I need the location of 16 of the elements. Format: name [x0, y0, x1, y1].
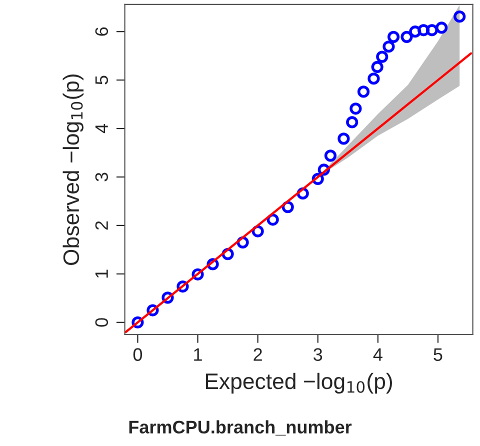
y-tick-label: 0: [95, 318, 108, 327]
x-tick-label: 3: [314, 348, 322, 361]
x-tick-label: 2: [254, 348, 262, 361]
x-tick-label: 4: [373, 348, 382, 361]
y-tick-label: 2: [95, 221, 108, 230]
y-axis-title: Observed −log$_{10}$(p): [62, 74, 84, 265]
x-axis-title: Expected −log$_{10}$(p): [206, 372, 392, 394]
x-tick-label: 0: [133, 348, 142, 361]
text: FarmCPU.branch_number: [129, 420, 352, 436]
y-tick-label: 4: [95, 124, 108, 134]
x-tick-label: 1: [194, 348, 202, 361]
y-tick-label: 6: [95, 27, 108, 36]
y-tick-label: 5: [95, 76, 108, 84]
y-tick-label: 1: [95, 270, 108, 278]
y-tick-label: 3: [95, 172, 108, 182]
x-tick-label: 5: [434, 348, 442, 361]
